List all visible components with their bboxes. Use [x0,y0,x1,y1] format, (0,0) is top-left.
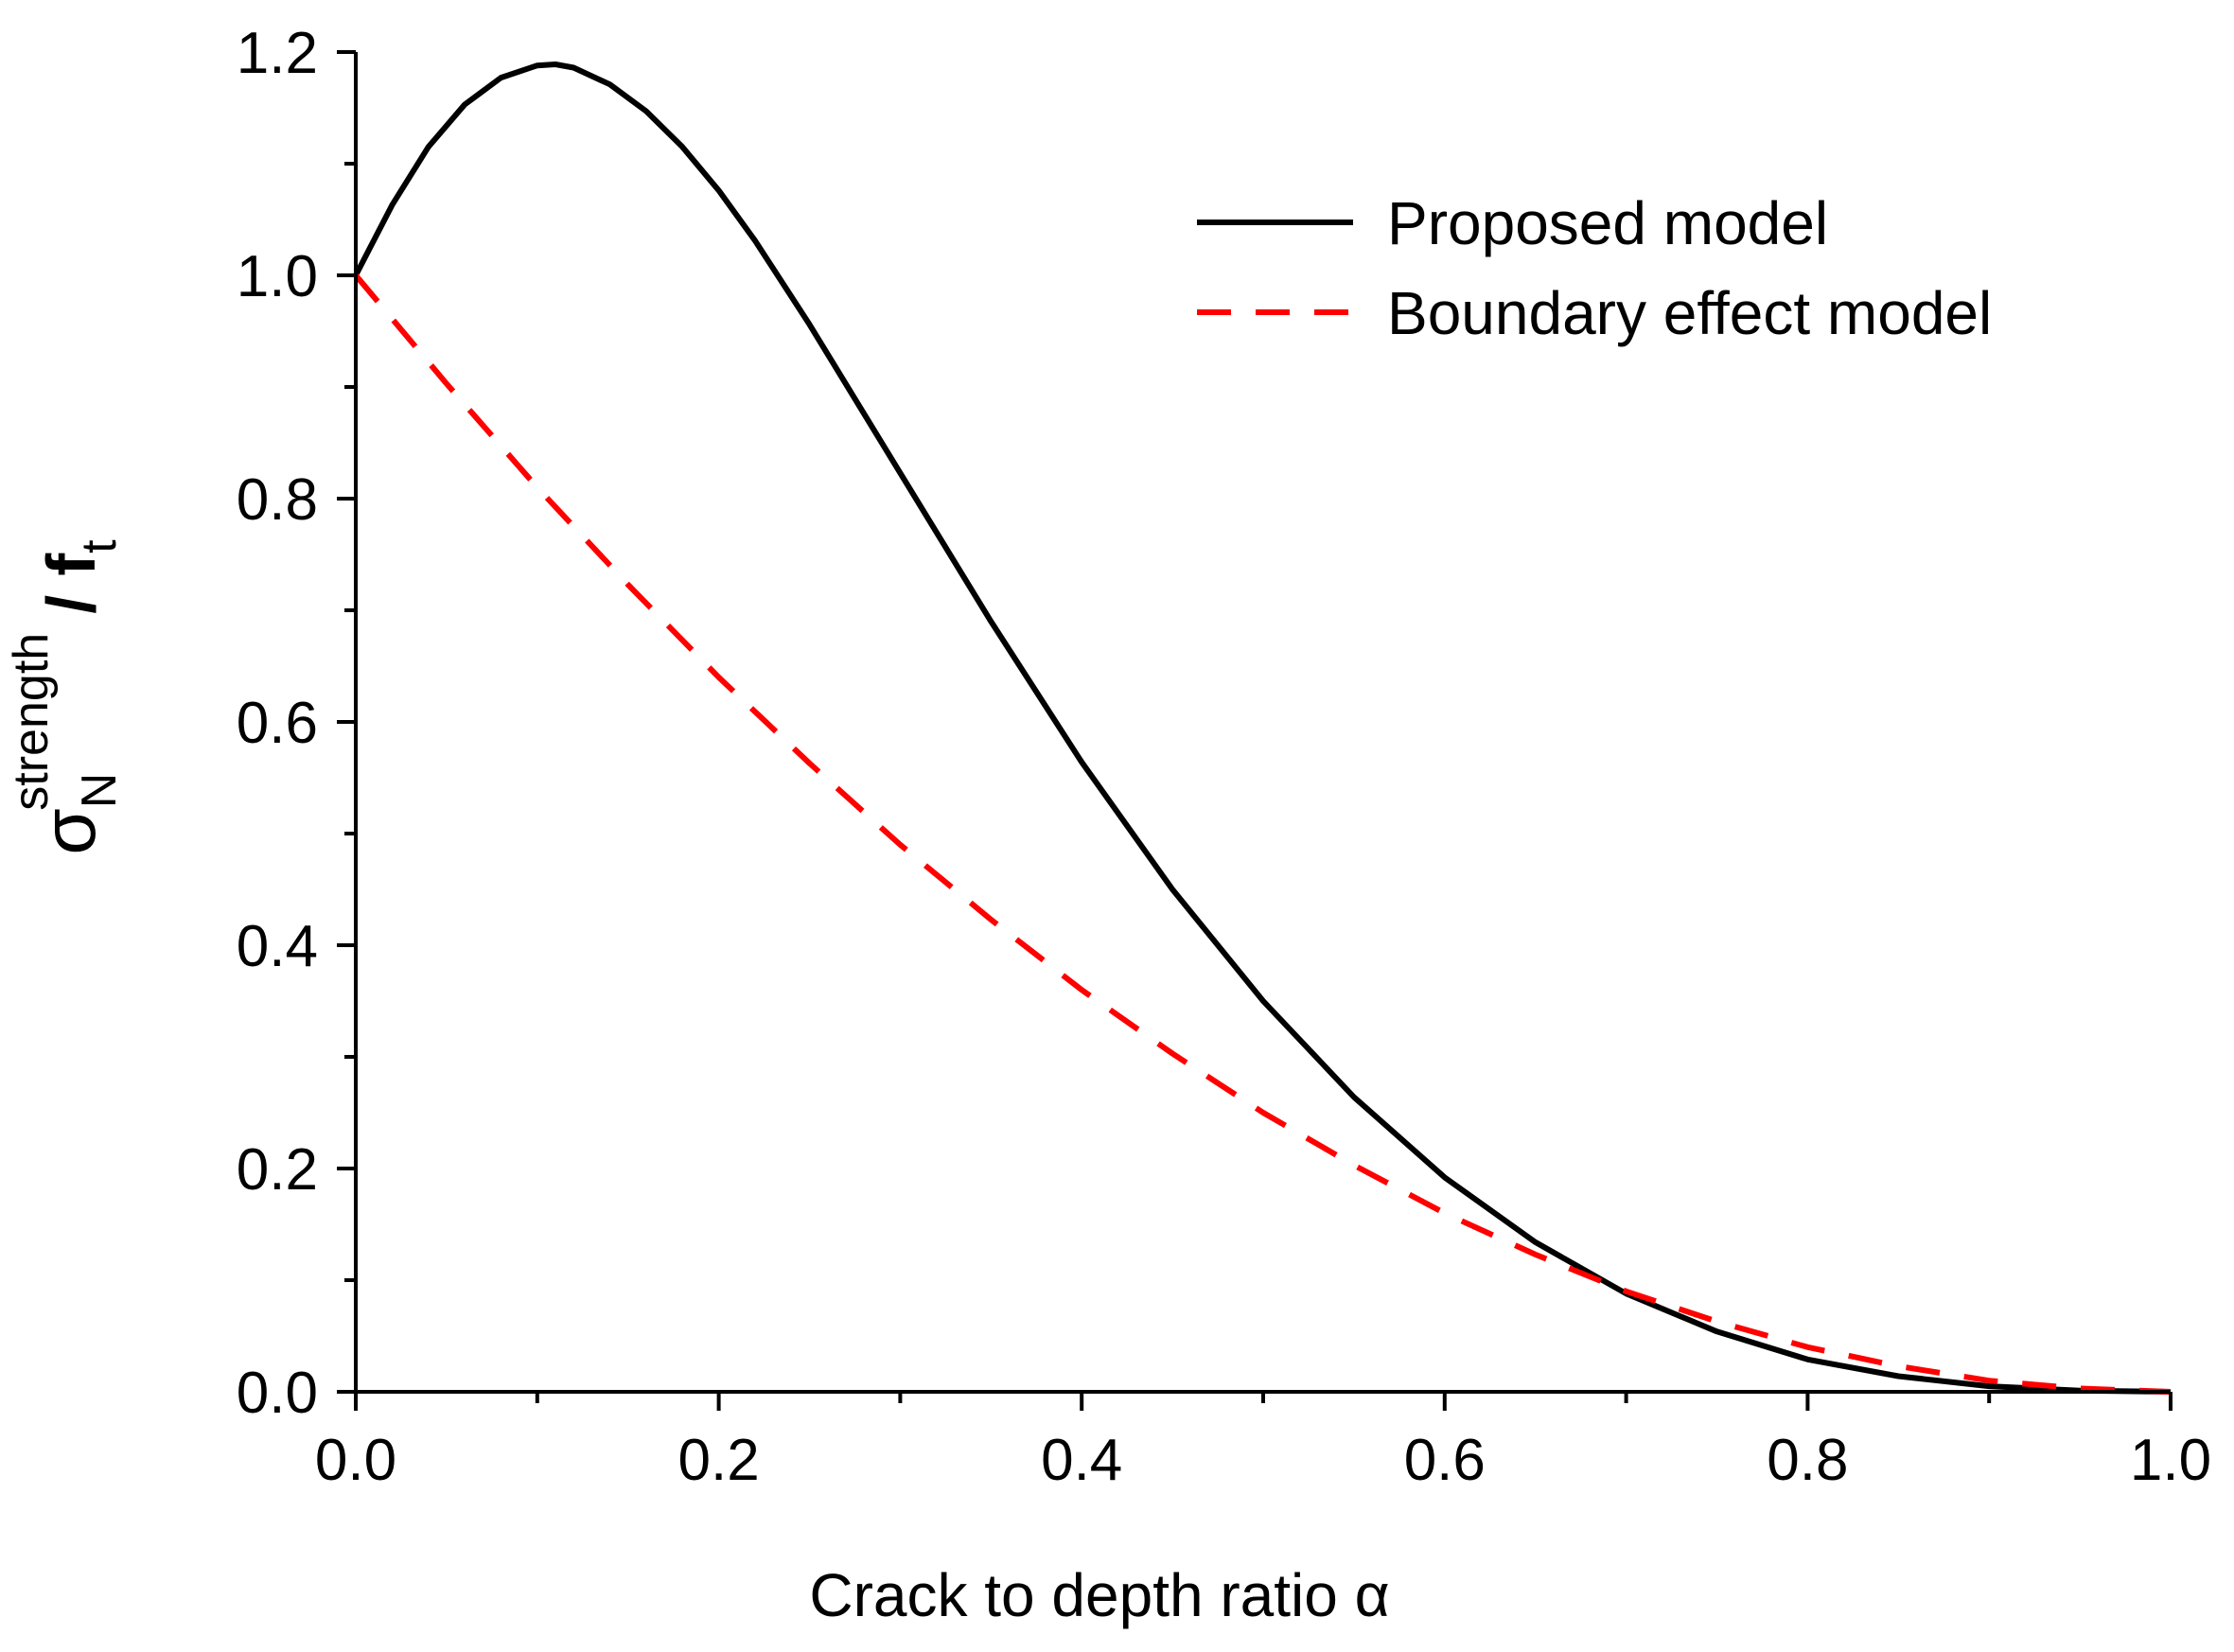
y-tick-label: 0.2 [237,1137,318,1203]
series-line-0 [353,62,2172,1395]
y-tick-label: 1.0 [237,244,318,309]
x-tick-label: 0.6 [1404,1428,1486,1493]
legend: Proposed model Boundary effect model [1197,189,1992,347]
x-tick-label: 0.4 [1041,1428,1122,1493]
x-tick-label: 1.0 [2130,1428,2211,1493]
series-layer [353,62,2172,1395]
legend-label-proposed: Proposed model [1387,189,1828,257]
y-axis-title: σNstrength / ft [4,539,127,855]
y-axis-denominator: f [34,553,110,576]
y-tick-label: 1.2 [237,21,318,86]
y-tick-label: 0.0 [237,1361,318,1426]
x-tick-label: 0.2 [677,1428,759,1493]
y-axis-title-text: σNstrength / ft [4,539,127,855]
y-axis-subscript: N [72,773,127,809]
y-tick-label: 0.4 [237,914,318,979]
y-tick-label: 0.8 [237,467,318,533]
series-line-1 [353,273,2172,1395]
y-axis-divider: / [34,576,110,633]
x-tick-label: 0.0 [315,1428,396,1493]
x-axis-title: Crack to depth ratio α [809,1561,1389,1629]
x-tick-label: 0.8 [1767,1428,1848,1493]
y-tick-label: 0.6 [237,691,318,756]
legend-label-boundary: Boundary effect model [1387,279,1992,347]
axes-layer: 0.0 0.2 0.4 0.6 0.8 1.0 0.0 0.2 0.4 0.6 0.8 1.0 1.2 [237,21,2211,1493]
y-axis-symbol: σ [26,808,111,854]
y-axis-denominator-subscript: t [72,539,127,554]
plot-area: 0.0 0.2 0.4 0.6 0.8 1.0 0.0 0.2 0.4 0.6 0.8 1.0 1.2 [237,21,2211,1493]
y-axis-superscript: strength [4,633,59,811]
